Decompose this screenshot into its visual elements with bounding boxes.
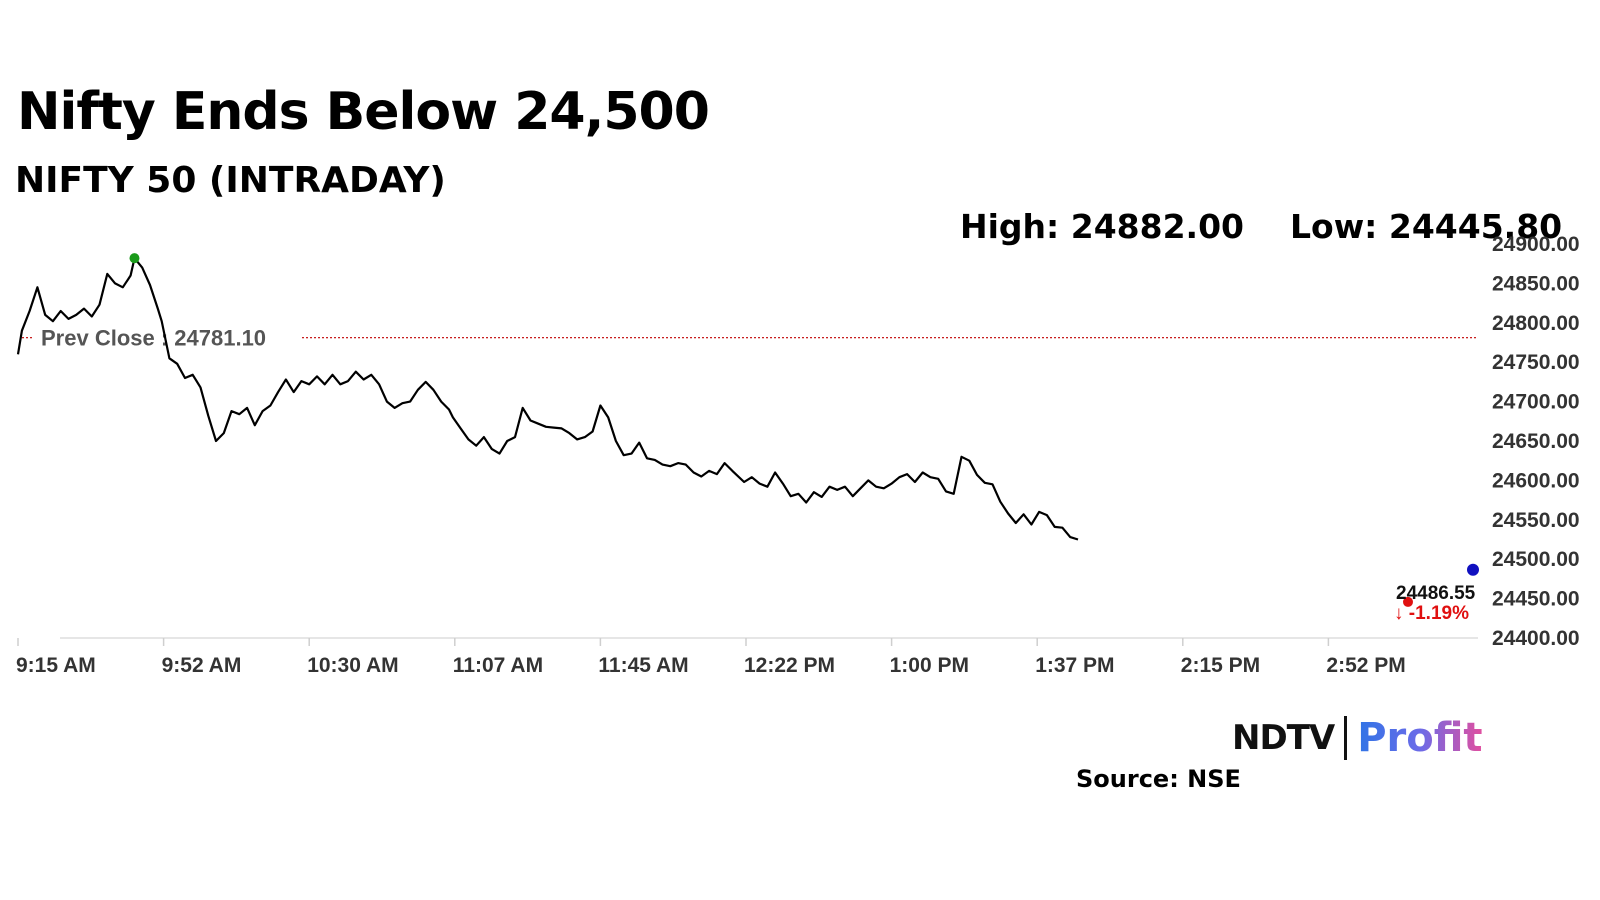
y-tick-label: 24450.00 bbox=[1492, 588, 1580, 611]
y-tick-label: 24850.00 bbox=[1492, 272, 1580, 295]
series-group bbox=[16, 257, 1079, 541]
y-tick-label: 24800.00 bbox=[1492, 312, 1580, 335]
price-series-line bbox=[16, 257, 1079, 541]
x-tick-label: 12:22 PM bbox=[744, 654, 835, 677]
y-tick-label: 24400.00 bbox=[1492, 627, 1580, 650]
last-price-marker bbox=[1467, 563, 1479, 576]
source-note: Source: NSE bbox=[1076, 765, 1241, 793]
y-tick-label: 24600.00 bbox=[1492, 469, 1580, 492]
x-tick-label: 9:15 AM bbox=[16, 654, 96, 677]
prev-close-group: Prev Close : 24781.10 bbox=[22, 322, 1478, 351]
low-marker bbox=[1402, 596, 1413, 607]
x-tick-label: 2:15 PM bbox=[1181, 654, 1260, 677]
logo-ndtv-text: NDTV bbox=[1232, 718, 1335, 758]
chart-subtitle: NIFTY 50 (INTRADAY) bbox=[15, 160, 446, 201]
low-value-label: Low: 24445.80 bbox=[1290, 207, 1563, 246]
x-tick-label: 9:52 AM bbox=[162, 654, 242, 677]
y-tick-label: 24500.00 bbox=[1492, 548, 1580, 571]
x-tick-label: 1:00 PM bbox=[890, 654, 969, 677]
high-value-label: High: 24882.00 bbox=[960, 207, 1244, 246]
logo-profit-text: Profit bbox=[1357, 715, 1483, 761]
y-tick-label: 24750.00 bbox=[1492, 351, 1580, 374]
ndtv-profit-logo: NDTV Profit bbox=[1232, 713, 1482, 763]
x-tick-label: 11:45 AM bbox=[598, 654, 688, 677]
y-tick-label: 24550.00 bbox=[1492, 509, 1580, 532]
x-tick-label: 10:30 AM bbox=[307, 654, 398, 677]
y-axis: 24900.00 24850.00 24800.00 24750.00 24700.00… bbox=[1492, 233, 1580, 650]
x-tick-label: 2:52 PM bbox=[1326, 654, 1405, 677]
y-tick-label: 24700.00 bbox=[1492, 391, 1580, 414]
y-tick-label: 24650.00 bbox=[1492, 430, 1580, 453]
last-price-label: 24486.55 bbox=[1396, 583, 1476, 604]
prev-close-label: Prev Close : 24781.10 bbox=[41, 326, 266, 351]
chart-headline: Nifty Ends Below 24,500 bbox=[17, 82, 710, 142]
y-tick-label: 24900.00 bbox=[1492, 233, 1580, 256]
high-marker bbox=[129, 253, 140, 264]
x-tick-label: 1:37 PM bbox=[1035, 654, 1114, 677]
change-percent-label: ↓ -1.19% bbox=[1394, 603, 1469, 624]
x-tick-label: 11:07 AM bbox=[453, 654, 543, 677]
x-axis: 9:15 AM 9:52 AM 10:30 AM 11:07 AM 11:45 AM 12… bbox=[16, 637, 1478, 677]
marker-group: 24486.55↓ -1.19% bbox=[129, 253, 1479, 624]
logo-divider bbox=[1344, 716, 1348, 760]
